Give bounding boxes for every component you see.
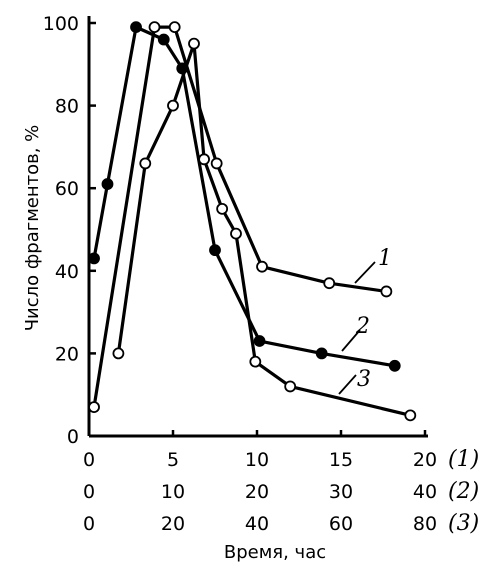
data-point	[188, 37, 200, 50]
x-tick-label: 0	[83, 449, 95, 471]
y-tick-label: 40	[55, 261, 79, 283]
data-point	[88, 401, 100, 413]
data-point	[256, 260, 268, 273]
x-tick-label: 5	[167, 449, 179, 471]
data-point	[167, 99, 179, 112]
series-label: 3	[357, 367, 371, 392]
x-tick-label: 10	[245, 449, 269, 471]
data-point	[404, 409, 417, 422]
x-axis-row-label: (3)	[448, 511, 479, 536]
data-point	[139, 157, 152, 170]
x-tick-label: 40	[413, 481, 437, 503]
y-tick-label: 60	[55, 178, 79, 200]
data-point	[323, 277, 336, 290]
series-label: 2	[355, 314, 370, 339]
series-group	[88, 21, 417, 422]
data-point	[210, 157, 223, 170]
data-point	[112, 347, 125, 360]
data-point	[101, 178, 114, 190]
data-point	[380, 285, 393, 298]
x-axis-title: Время, час	[224, 542, 326, 563]
data-point	[198, 153, 210, 166]
data-point	[388, 359, 401, 372]
y-tick-label: 20	[55, 343, 79, 365]
x-axis-row-label: (2)	[448, 479, 479, 504]
y-axis-title: Число фрагментов, %	[22, 125, 43, 332]
data-point	[168, 21, 181, 34]
y-tick-label: 0	[67, 426, 79, 448]
data-point	[315, 347, 328, 360]
x-tick-label: 80	[413, 513, 437, 535]
x-tick-label: 40	[245, 513, 269, 535]
data-point	[230, 227, 242, 240]
x-tick-label: 0	[83, 513, 95, 535]
y-tick-label: 100	[43, 13, 79, 35]
series-label: 1	[378, 246, 392, 271]
data-point	[148, 21, 161, 34]
x-tick-label: 0	[83, 481, 95, 503]
data-point	[249, 355, 262, 368]
data-point	[284, 380, 297, 393]
axes	[87, 16, 428, 438]
x-tick-label: 20	[413, 449, 437, 471]
x-tick-label: 20	[161, 513, 185, 535]
series-leader-line	[354, 261, 376, 284]
series-line-3	[116, 42, 411, 417]
data-point	[209, 244, 221, 257]
data-point	[253, 335, 266, 347]
data-point	[216, 202, 229, 215]
y-tick-label: 80	[55, 96, 79, 118]
x-tick-label: 60	[329, 513, 353, 535]
series-leader-line	[341, 329, 361, 352]
x-tick-label: 20	[245, 481, 269, 503]
data-point	[130, 21, 142, 34]
x-tick-label: 15	[329, 449, 353, 471]
text-group: Число фрагментов, % Время, час 020406080…	[22, 13, 479, 563]
data-point	[157, 33, 170, 46]
data-point	[88, 252, 100, 265]
x-axis-row-label: (1)	[448, 447, 479, 472]
x-tick-label: 10	[161, 481, 185, 503]
series-leader-line	[338, 374, 357, 395]
x-tick-label: 30	[329, 481, 353, 503]
